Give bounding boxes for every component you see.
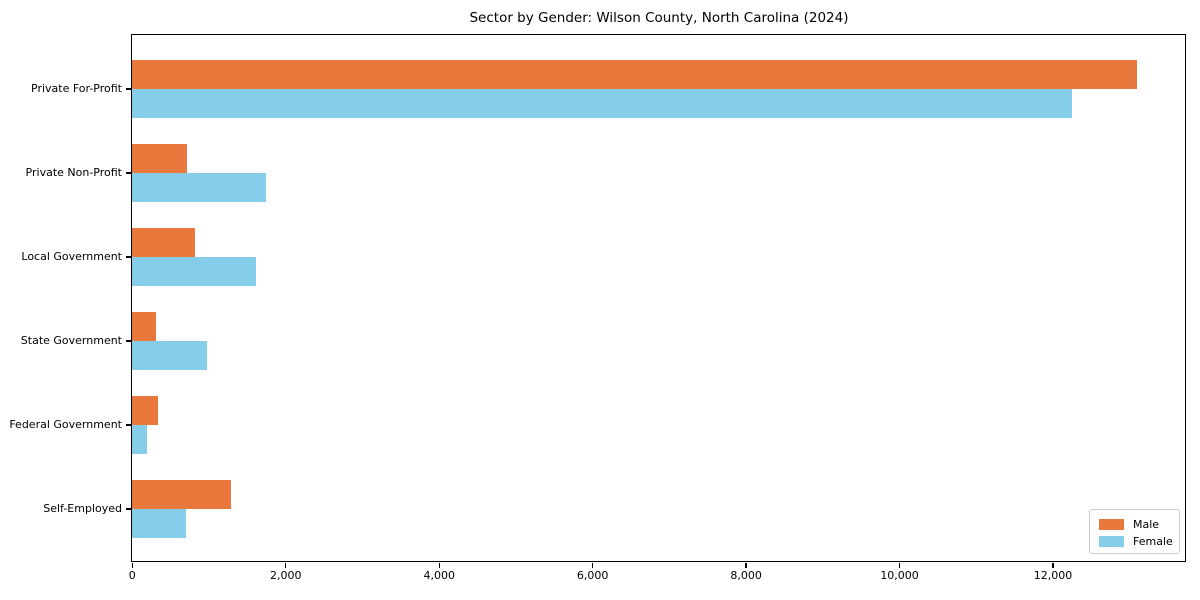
- chart-title: Sector by Gender: Wilson County, North C…: [469, 10, 849, 26]
- y-axis-label-self-employed: Self-Employed: [43, 502, 122, 515]
- bar-male-state-government: [132, 311, 156, 341]
- x-axis-tick-label: 8,000: [730, 569, 762, 582]
- y-axis-label-federal-government: Federal Government: [9, 418, 122, 431]
- y-axis-tick: [126, 172, 131, 174]
- x-axis-tick: [285, 562, 287, 568]
- bar-male-self-employed: [132, 479, 232, 509]
- y-axis-tick: [126, 424, 131, 426]
- bar-female-local-government: [132, 256, 256, 286]
- bar-male-private-for-profit: [132, 59, 1138, 89]
- bar-female-private-non-profit: [132, 172, 266, 202]
- bar-male-private-non-profit: [132, 143, 187, 173]
- x-axis-tick-label: 0: [128, 569, 136, 582]
- y-axis-tick: [126, 340, 131, 342]
- y-axis-label-private-non-profit: Private Non-Profit: [25, 166, 122, 179]
- bar-male-local-government: [132, 227, 195, 257]
- y-axis-label-state-government: State Government: [20, 334, 122, 347]
- x-axis-tick: [898, 562, 901, 568]
- bar-female-self-employed: [132, 508, 187, 538]
- y-axis-label-private-for-profit: Private For-Profit: [31, 82, 122, 95]
- bar-female-state-government: [132, 340, 207, 370]
- legend-swatch-male: [1099, 519, 1124, 530]
- x-axis-tick-label: 10,000: [880, 569, 919, 582]
- x-axis-tick: [1052, 562, 1054, 568]
- x-axis-tick-label: 2,000: [270, 569, 302, 582]
- y-axis-tick: [126, 508, 131, 510]
- x-axis-tick: [592, 562, 594, 568]
- legend-entry-male: Male: [1099, 517, 1179, 532]
- legend: Male Female: [1089, 509, 1180, 554]
- bar-male-federal-government: [132, 395, 158, 425]
- x-axis-tick: [438, 562, 440, 568]
- x-axis-tick-label: 4,000: [423, 569, 455, 582]
- legend-swatch-female: [1099, 536, 1124, 547]
- legend-entry-female: Female: [1099, 534, 1179, 549]
- legend-label-male: Male: [1133, 518, 1160, 531]
- y-axis-tick: [126, 256, 131, 258]
- x-axis-tick: [131, 562, 133, 568]
- x-axis-tick: [745, 562, 747, 568]
- x-axis-tick-label: 6,000: [576, 569, 609, 582]
- bar-female-federal-government: [132, 424, 148, 454]
- plot-area: [131, 34, 1186, 562]
- x-axis-tick-label: 12,000: [1033, 569, 1073, 582]
- y-axis-tick: [126, 88, 131, 90]
- bar-female-private-for-profit: [132, 88, 1072, 118]
- y-axis-label-local-government: Local Government: [21, 250, 122, 263]
- legend-label-female: Female: [1133, 535, 1173, 548]
